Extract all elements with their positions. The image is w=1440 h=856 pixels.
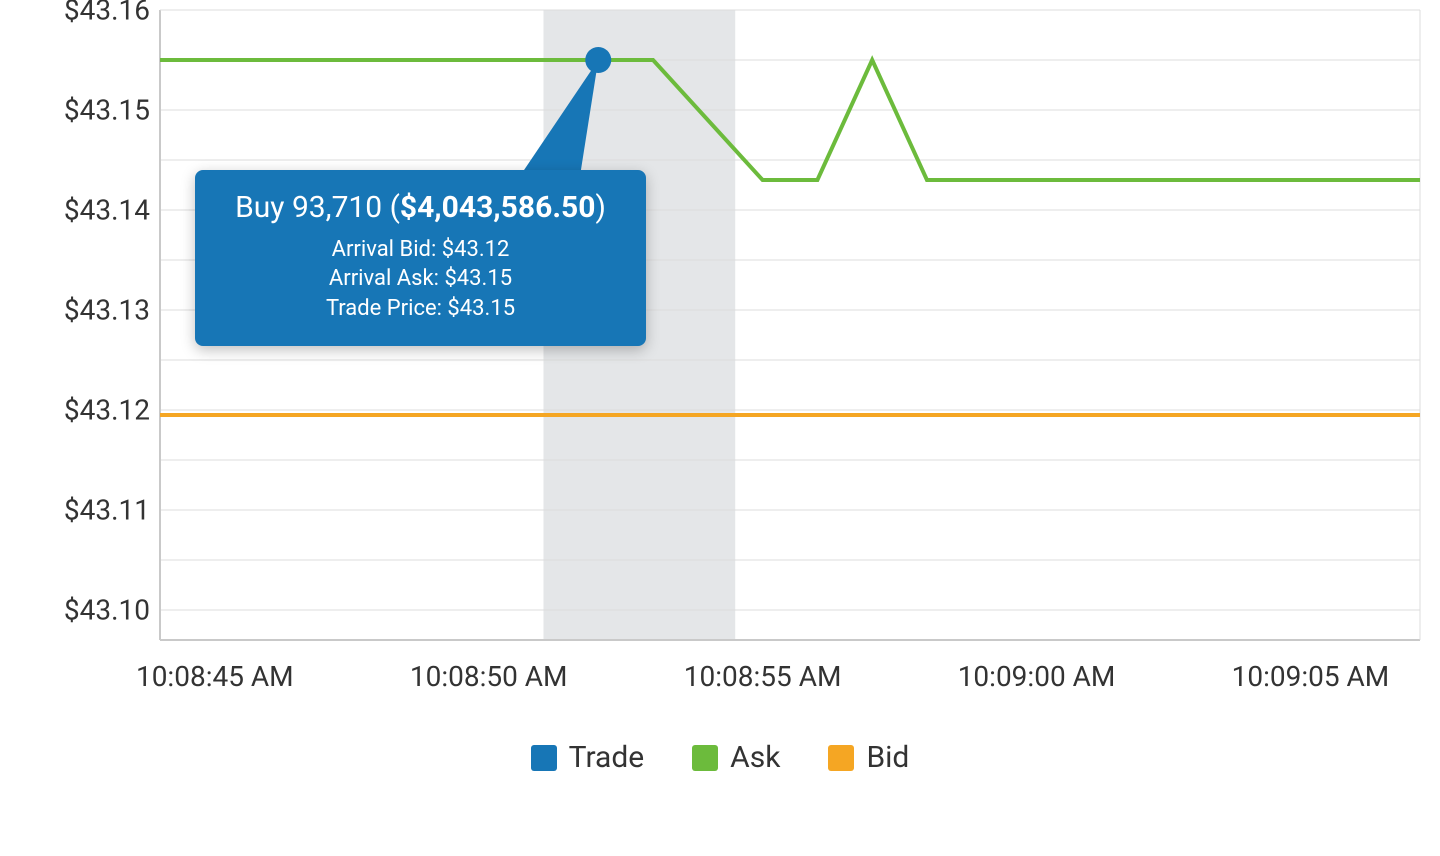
legend: Trade Ask Bid	[0, 740, 1440, 775]
trade-tooltip: Buy 93,710 ($4,043,586.50) Arrival Bid: …	[195, 170, 646, 346]
legend-label: Bid	[866, 740, 909, 775]
x-tick-label: 10:09:05 AM	[1232, 660, 1390, 693]
tooltip-row: Arrival Ask: $43.15	[223, 264, 618, 294]
y-tick-label: $43.11	[64, 494, 150, 527]
y-tick-label: $43.15	[64, 94, 150, 127]
x-tick-label: 10:08:50 AM	[410, 660, 568, 693]
legend-swatch	[692, 745, 718, 771]
legend-item: Trade	[531, 740, 645, 775]
legend-item: Ask	[692, 740, 780, 775]
x-tick-label: 10:08:55 AM	[684, 660, 842, 693]
y-tick-label: $43.16	[64, 0, 150, 27]
legend-item: Bid	[828, 740, 909, 775]
tooltip-row: Arrival Bid: $43.12	[223, 235, 618, 265]
tooltip-title-suffix: )	[595, 190, 605, 225]
legend-swatch	[828, 745, 854, 771]
y-tick-label: $43.10	[64, 594, 150, 627]
price-chart[interactable]: $43.10 $43.11 $43.12 $43.13 $43.14 $43.15 $43.…	[0, 0, 1440, 856]
tooltip-title-prefix: Buy 93,710 (	[235, 190, 400, 225]
y-tick-label: $43.14	[64, 194, 150, 227]
legend-label: Ask	[730, 740, 780, 775]
legend-label: Trade	[569, 740, 645, 775]
tooltip-row: Trade Price: $43.15	[223, 294, 618, 324]
tooltip-title: Buy 93,710 ($4,043,586.50)	[223, 188, 618, 229]
tooltip-title-amount: $4,043,586.50	[400, 190, 596, 225]
legend-swatch	[531, 745, 557, 771]
chart-svg	[0, 0, 1440, 856]
y-tick-label: $43.13	[64, 294, 150, 327]
x-tick-label: 10:08:45 AM	[136, 660, 294, 693]
y-tick-label: $43.12	[64, 394, 150, 427]
x-tick-label: 10:09:00 AM	[958, 660, 1116, 693]
